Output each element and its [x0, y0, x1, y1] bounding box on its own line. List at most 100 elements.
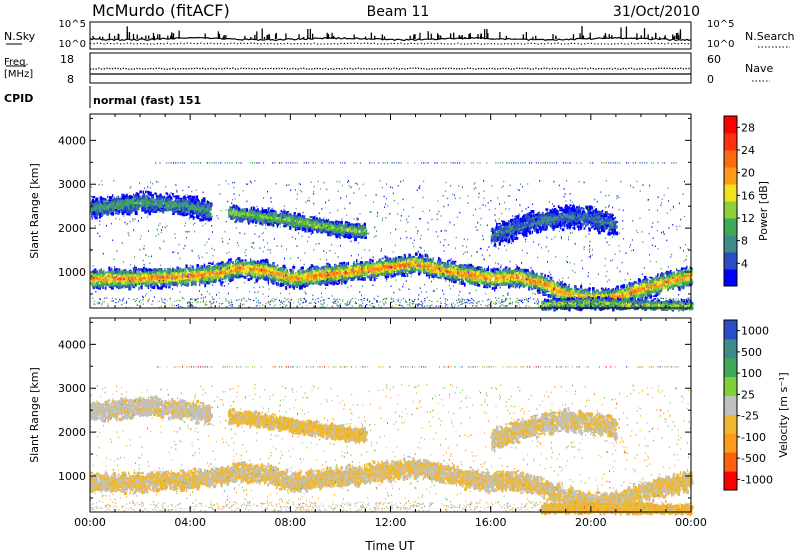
nsearch-dot	[354, 43, 355, 44]
nsearch-dot	[648, 43, 649, 44]
nsearch-dot	[113, 43, 114, 44]
data-cell	[364, 277, 366, 281]
nave-dot	[306, 68, 307, 69]
nsearch-label: N.Search	[745, 30, 795, 43]
data-cell	[649, 277, 652, 279]
nave-dot	[180, 68, 181, 69]
nave-dot	[232, 68, 233, 69]
nave-dot	[339, 68, 340, 69]
data-cell	[382, 258, 384, 260]
nave-dot	[686, 68, 687, 69]
nsearch-dot	[324, 43, 325, 44]
nsearch-dot	[297, 43, 298, 44]
nave-dot	[93, 68, 94, 69]
data-cell	[397, 270, 398, 272]
nave-dot	[625, 68, 626, 69]
nsearch-dot	[661, 43, 662, 44]
cpid-label: CPID	[4, 92, 33, 105]
nave-dot	[653, 68, 654, 69]
nsearch-dot	[608, 44, 609, 45]
nsearch-dot	[320, 43, 321, 44]
nave-dot	[358, 68, 359, 69]
data-cell	[526, 273, 529, 276]
nsearch-dot	[584, 43, 585, 44]
nsearch-dot	[494, 43, 495, 44]
nsearch-dot	[578, 43, 579, 44]
nave-dot	[259, 68, 260, 69]
nave-dot	[257, 68, 258, 69]
data-cell	[410, 259, 411, 261]
nave-dot	[658, 68, 659, 69]
nave-dot	[172, 68, 173, 69]
nave-dot	[401, 68, 402, 69]
freq-trace	[90, 68, 691, 75]
nave-dot	[508, 68, 509, 69]
nave-dot	[243, 68, 244, 69]
nsearch-dot	[598, 43, 599, 44]
nave-dot	[587, 68, 588, 69]
nave-dot	[284, 68, 285, 69]
nsearch-dot	[307, 43, 308, 44]
nave-dot	[300, 68, 301, 69]
nsearch-dot	[447, 43, 448, 44]
nsearch-dot	[204, 43, 205, 44]
data-cell	[199, 284, 200, 286]
nave-dot	[396, 68, 397, 69]
nsearch-dot	[110, 43, 111, 44]
nsearch-dot	[190, 43, 191, 44]
nsearch-dot	[628, 43, 629, 44]
nave-dot	[117, 68, 118, 69]
data-cell	[374, 277, 376, 281]
nsearch-dot	[551, 43, 552, 44]
noise-tick-right-high: 10^5	[707, 19, 734, 30]
nsearch-dot	[421, 43, 422, 44]
nave-dot	[276, 68, 277, 69]
nave-dot	[98, 68, 99, 69]
nsearch-dot	[497, 43, 498, 44]
nsearch-dot	[207, 43, 208, 44]
nave-dot	[106, 68, 107, 69]
nave-dot	[366, 68, 367, 69]
nsearch-dot	[441, 43, 442, 44]
nave-dot	[478, 68, 479, 69]
nave-dot	[429, 68, 430, 69]
nsearch-dot	[174, 43, 175, 44]
nsearch-dot	[254, 43, 255, 44]
nave-dot	[445, 68, 446, 69]
nave-dot	[434, 68, 435, 69]
nave-dot	[585, 68, 586, 69]
nsearch-dot	[517, 43, 518, 44]
nsearch-dot	[684, 43, 685, 44]
data-cell	[593, 290, 596, 293]
data-cell	[271, 280, 273, 283]
nave-dot	[483, 68, 484, 69]
nave-dot	[661, 68, 662, 69]
nave-dot	[142, 68, 143, 69]
nsearch-dot	[217, 43, 218, 44]
nave-dot	[131, 68, 132, 69]
data-cell	[654, 281, 656, 283]
nsearch-dot	[568, 43, 569, 44]
nsearch-dot	[544, 43, 545, 44]
nave-dot	[355, 68, 356, 69]
nsearch-dot	[227, 43, 228, 44]
nave-dot	[456, 68, 457, 69]
data-cell	[369, 259, 371, 262]
nave-dot	[279, 68, 280, 69]
data-cell	[321, 269, 323, 271]
nsearch-dot	[668, 43, 669, 44]
data-cell	[596, 289, 599, 291]
nsearch-dot	[107, 43, 108, 44]
noise-trace	[90, 26, 691, 45]
data-cell	[500, 266, 501, 268]
nsearch-dot	[444, 43, 445, 44]
nave-dot	[363, 68, 364, 69]
nave-dot	[590, 68, 591, 69]
nave-dot	[128, 69, 129, 70]
data-cell	[646, 279, 648, 281]
data-cell	[270, 272, 273, 274]
nave-dot	[104, 68, 105, 69]
nsearch-dot	[414, 43, 415, 44]
nave-dot	[240, 68, 241, 69]
nave-dot	[524, 68, 525, 69]
